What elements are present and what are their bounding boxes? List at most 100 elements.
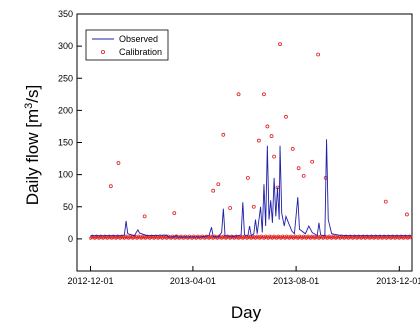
calibration-baseline-point [124, 234, 128, 238]
calibration-baseline-point [331, 234, 335, 238]
calibration-baseline-point [251, 234, 255, 238]
calibration-baseline-point [103, 234, 107, 238]
calibration-baseline-point [94, 234, 98, 238]
calibration-point [296, 166, 301, 171]
calibration-point [310, 159, 315, 164]
calibration-baseline-point [310, 234, 314, 238]
y-axis-title-superscript: 3 [23, 103, 35, 109]
calibration-point [405, 212, 409, 217]
calibration-baseline-point [395, 234, 399, 238]
calibration-point [284, 114, 288, 119]
calibration-point [272, 154, 277, 159]
calibration-baseline-point [141, 234, 145, 238]
calibration-point [316, 52, 321, 57]
calibration-point [236, 92, 241, 97]
calibration-baseline-point [399, 234, 403, 238]
y-tick-label: 150 [58, 138, 73, 148]
x-tick-label: 2013-12-01 [376, 276, 420, 286]
calibration-point [142, 214, 147, 219]
calibration-point [216, 182, 221, 187]
calibration-baseline-point [369, 234, 373, 238]
calibration-baseline-point [374, 234, 378, 238]
calibration-baseline-point [221, 234, 225, 238]
calibration-point [256, 138, 261, 143]
calibration-point [301, 174, 306, 178]
x-tick-label: 2013-04-01 [170, 276, 216, 286]
calibration-baseline-point [344, 234, 348, 238]
calibration-baseline-point [293, 234, 297, 238]
y-tick-label: 0 [68, 234, 73, 244]
calibration-baseline-point [378, 234, 382, 238]
calibration-baseline-point [111, 234, 115, 238]
y-axis-title-prefix: Daily flow [m [23, 109, 42, 205]
y-tick-label: 200 [58, 105, 73, 115]
y-tick-label: 350 [58, 9, 73, 19]
calibration-series [89, 42, 413, 240]
observed-series [90, 139, 412, 238]
y-tick-label: 50 [63, 202, 73, 212]
calibration-baseline-point [352, 234, 356, 238]
x-axis-title: Day [231, 303, 262, 322]
legend-box [85, 29, 169, 61]
calibration-baseline-point [137, 234, 141, 238]
calibration-baseline-point [259, 234, 263, 238]
calibration-baseline-point [264, 234, 268, 238]
legend-calibration-swatch [101, 50, 106, 55]
y-axis-title: Daily flow [m3/s] [23, 85, 42, 205]
calibration-baseline-point [386, 234, 390, 238]
calibration-baseline-point [281, 234, 285, 238]
y-tick-label: 250 [58, 73, 73, 83]
calibration-point [278, 42, 282, 47]
calibration-point [211, 188, 216, 193]
calibration-point [108, 184, 113, 189]
calibration-baseline-point [276, 234, 280, 238]
legend-observed-label: Observed [119, 34, 158, 44]
calibration-baseline-point [175, 234, 179, 238]
calibration-baseline-point [99, 234, 103, 238]
calibration-point [245, 175, 250, 180]
x-axis: 2012-12-01 2013-04-01 2013-08-01 2013-12-01 [68, 266, 420, 286]
calibration-baseline-point [107, 234, 111, 238]
x-tick-label: 2013-08-01 [273, 276, 319, 286]
calibration-baseline-point [145, 234, 149, 238]
legend-calibration-label: Calibration [119, 47, 162, 57]
calibration-baseline-point [327, 234, 331, 238]
calibration-baseline-point [209, 234, 213, 238]
calibration-point [265, 124, 270, 129]
calibration-baseline-point [116, 234, 120, 238]
calibration-baseline-point [302, 234, 306, 238]
legend: Observed Calibration [85, 29, 169, 61]
observed-line-path [90, 139, 412, 238]
calibration-baseline-point [289, 234, 293, 238]
y-axis-title-suffix: /s] [23, 85, 42, 103]
calibration-baseline-point [128, 234, 132, 238]
x-tick-label: 2012-12-01 [68, 276, 114, 286]
calibration-point [269, 134, 274, 138]
calibration-baseline-point [382, 234, 386, 238]
calibration-baseline-point [297, 234, 301, 238]
calibration-point [172, 211, 177, 216]
calibration-baseline-point [90, 234, 94, 238]
calibration-point [262, 92, 266, 97]
calibration-point [221, 132, 226, 137]
calibration-point [251, 204, 256, 209]
y-tick-label: 100 [58, 170, 73, 180]
calibration-baseline-point [247, 234, 251, 238]
calibration-baseline-point [407, 234, 411, 238]
calibration-baseline-point [361, 234, 365, 238]
calibration-baseline-point [403, 234, 407, 238]
calibration-baseline-point [255, 234, 259, 238]
calibration-point [116, 161, 121, 165]
calibration-baseline-point [149, 234, 153, 238]
calibration-baseline-point [357, 234, 361, 238]
calibration-baseline-point [217, 234, 221, 238]
calibration-baseline-point [285, 234, 289, 238]
calibration-baseline-point [306, 234, 310, 238]
calibration-point [383, 199, 388, 204]
calibration-baseline-point [391, 234, 395, 238]
calibration-baseline-point [268, 234, 272, 238]
y-axis: 0 50 100 150 200 250 300 350 [58, 9, 82, 244]
y-tick-label: 300 [58, 41, 73, 51]
calibration-baseline-point [365, 234, 369, 238]
